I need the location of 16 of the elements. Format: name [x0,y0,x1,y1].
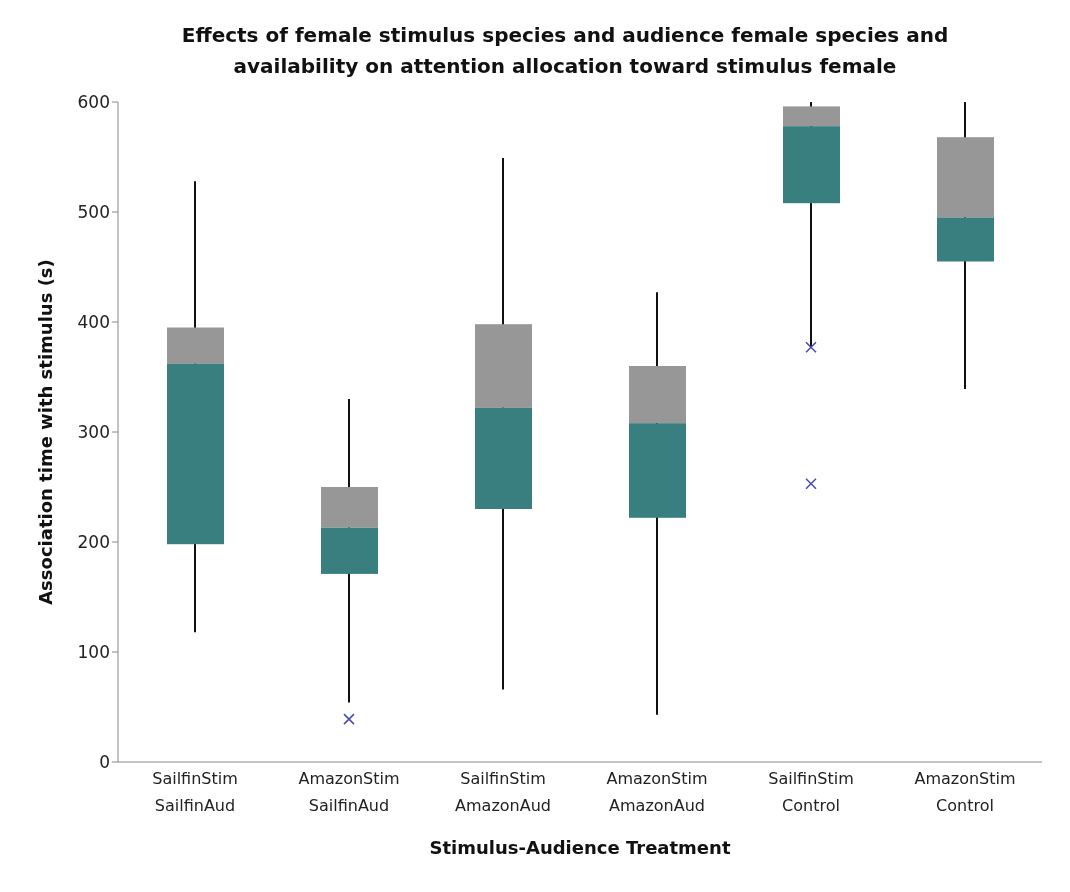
x-tick-label: SailfinStim Control [768,769,854,815]
y-tick-label: 400 [77,312,110,333]
chart-title: Effects of female stimulus species and audience female species and availability on attention allocation toward stimulus female [180,22,950,80]
y-tick-label: 500 [77,202,110,223]
y-tick-label: 100 [77,642,110,663]
x-axis-title: Stimulus-Audience Treatment [429,837,731,858]
x-tick-label: SailfinStim SailfinAud [152,769,238,815]
y-tick-label: 300 [77,422,110,443]
y-tick-label: 600 [77,92,110,113]
y-axis-title: Association time with stimulus (s) [35,259,57,605]
x-tick-label: AmazonStim Control [914,769,1016,815]
y-tick-label: 200 [77,532,110,553]
x-tick-label: AmazonStim SailfinAud [298,769,400,815]
x-tick-label: AmazonStim AmazonAud [606,769,708,815]
x-tick-label: SailfinStim AmazonAud [455,769,551,815]
y-tick-label: 0 [99,752,110,773]
